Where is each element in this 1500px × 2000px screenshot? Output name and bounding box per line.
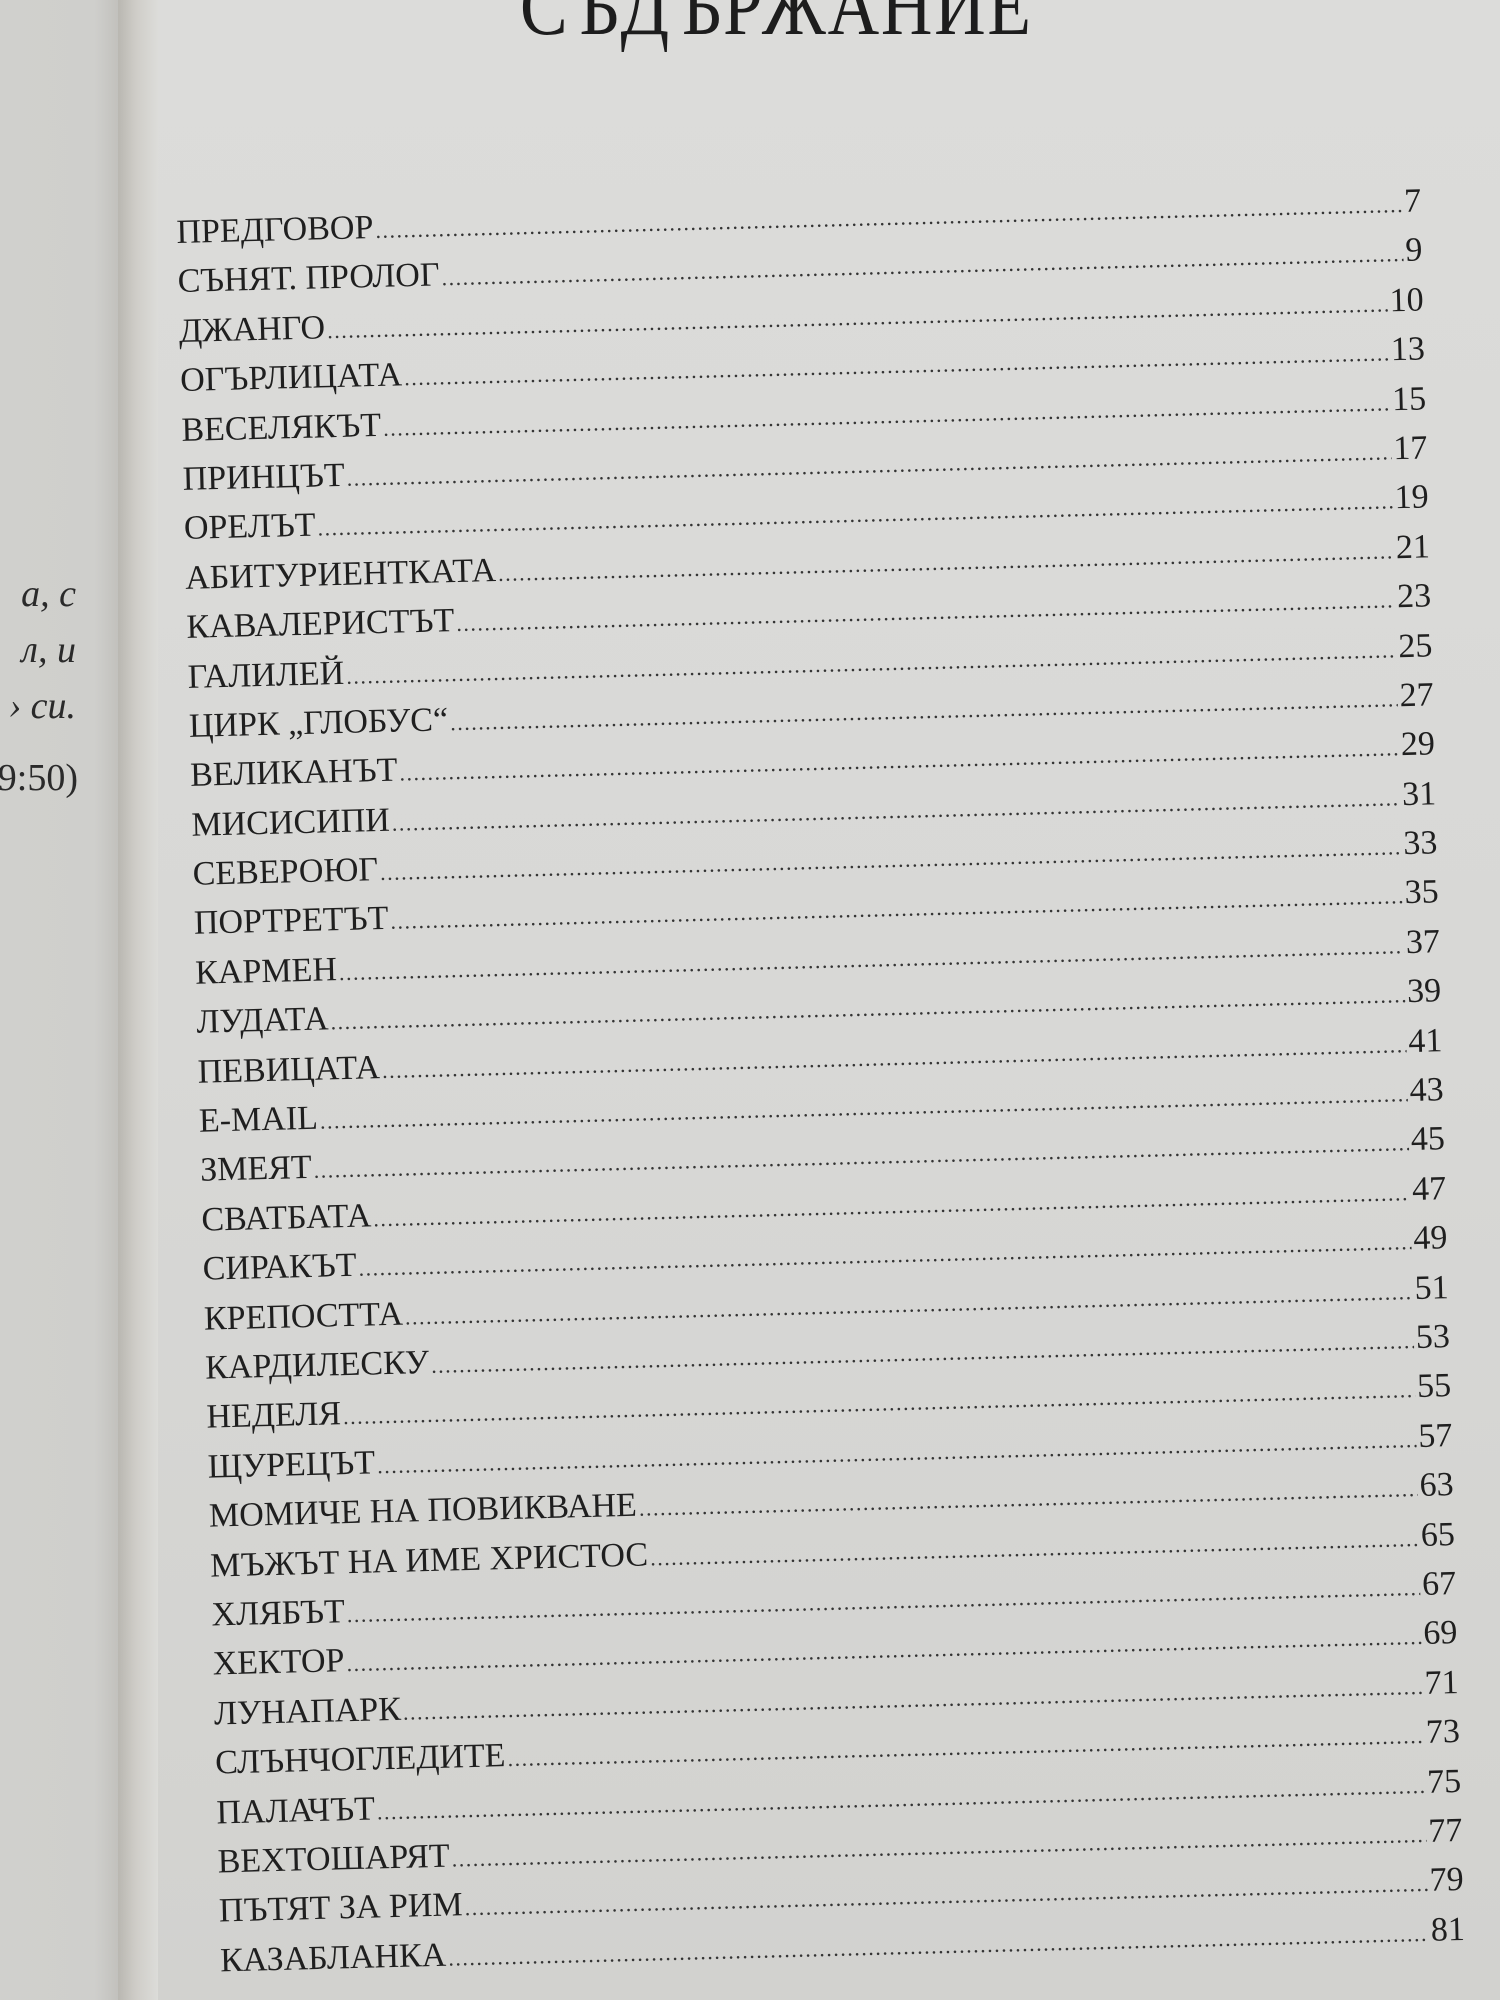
- toc-entry-title: ПЕВИЦАТА: [197, 1048, 381, 1091]
- toc-entry-page-number: 43: [1409, 1071, 1445, 1110]
- toc-entry-title: ПРЕДГОВОР: [176, 209, 374, 251]
- toc-entry-title: ЗМЕЯТ: [199, 1149, 313, 1190]
- toc-entry-page-number: 29: [1400, 725, 1436, 764]
- left-page-text-fragment: л, и: [21, 629, 76, 671]
- toc-entry-page-number: 27: [1399, 676, 1435, 715]
- toc-leader-dots: [639, 1476, 1418, 1522]
- toc-entry-page-number: 63: [1419, 1466, 1455, 1505]
- toc-entry-page-number: 71: [1424, 1663, 1460, 1702]
- toc-entry-title: ПЪТЯТ ЗА РИМ: [218, 1886, 464, 1930]
- toc-entry-title: МИСИСИПИ: [190, 801, 391, 844]
- toc-entry-title: СИРАКЪТ: [202, 1246, 357, 1288]
- book-gutter: [118, 0, 158, 2000]
- toc-entry-page-number: 21: [1395, 528, 1431, 566]
- toc-entry-title: ЦИРК „ГЛОБУС“: [188, 701, 449, 745]
- toc-entry-page-number: 57: [1417, 1416, 1453, 1455]
- toc-entry-page-number: 53: [1415, 1318, 1451, 1356]
- toc-entry-page-number: 31: [1401, 774, 1437, 813]
- toc-entry-page-number: 65: [1420, 1515, 1456, 1554]
- toc-entry-title: ПРИНЦЪТ: [182, 456, 346, 498]
- toc-entry-title: ДЖАНГО: [178, 309, 326, 350]
- toc-entry-title: КАВАЛЕРИСТЪТ: [185, 602, 455, 646]
- toc-entry-page-number: 41: [1407, 1021, 1443, 1060]
- toc-entry-title: КАРМЕН: [194, 951, 338, 992]
- toc-entry-page-number: 77: [1427, 1811, 1463, 1850]
- toc-entry-page-number: 51: [1414, 1268, 1450, 1307]
- toc-entry-page-number: 15: [1391, 379, 1427, 418]
- toc-entry-title: ВЕХТОШАРЯТ: [217, 1837, 451, 1881]
- toc-entry-title: СВАТБАТА: [200, 1197, 372, 1239]
- left-page-text-fragment: › си.: [8, 685, 76, 727]
- toc-entry-page-number: 9: [1404, 231, 1423, 270]
- toc-entry-title: ЛУДАТА: [195, 1000, 329, 1041]
- toc-entry-page-number: 73: [1425, 1713, 1461, 1751]
- toc-entry-page-number: 25: [1397, 626, 1433, 665]
- toc-entry-page-number: 7: [1403, 182, 1422, 220]
- toc-entry-title: ОРЕЛЪТ: [183, 506, 317, 548]
- toc-entry-title: КАЗАБЛАНКА: [219, 1936, 447, 1980]
- toc-entry-page-number: 81: [1430, 1910, 1466, 1949]
- toc-entry-page-number: 10: [1389, 281, 1425, 320]
- toc-entry-title: ПОРТРЕТЪТ: [193, 900, 389, 943]
- toc-entry-page-number: 67: [1421, 1564, 1457, 1603]
- toc-entry-page-number: 49: [1412, 1219, 1448, 1258]
- toc-entry-page-number: 19: [1394, 478, 1430, 517]
- toc-entry-title: КРЕПОСТТА: [203, 1295, 404, 1338]
- toc-entry-page-number: 79: [1429, 1861, 1465, 1900]
- toc-entry-page-number: 17: [1392, 429, 1428, 468]
- toc-entry-title: СЪНЯТ. ПРОЛОГ: [177, 256, 440, 301]
- toc-entry-title: ВЕСЕЛЯКЪТ: [180, 406, 382, 449]
- table-of-contents: ПРЕДГОВОР 7 СЪНЯТ. ПРОЛОГ 9 ДЖАНГО 10 ОГЪРЛИЦА…: [176, 182, 1466, 1991]
- page-title: СЪДЪРЖАНИЕ: [520, 0, 1033, 53]
- toc-entry-title: ЩУРЕЦЪТ: [207, 1444, 376, 1486]
- toc-entry-title: НЕДЕЛЯ: [205, 1395, 342, 1436]
- left-page-verse-reference: 9:50): [0, 757, 78, 799]
- toc-entry-title: ГАЛИЛЕЙ: [187, 654, 345, 696]
- left-page: а, с л, и › си. 9:50): [0, 0, 118, 2000]
- toc-entry-page-number: 23: [1396, 577, 1432, 616]
- toc-entry-page-number: 33: [1402, 824, 1438, 863]
- toc-entry-page-number: 35: [1404, 873, 1440, 912]
- toc-entry-title: ПАЛАЧЪТ: [215, 1789, 376, 1831]
- toc-entry-title: ВЕЛИКАНЪТ: [189, 751, 398, 795]
- toc-entry-title: E-MAIL: [198, 1099, 319, 1140]
- toc-entry-title: ЛУНАПАРК: [213, 1690, 402, 1733]
- toc-entry-page-number: 47: [1411, 1169, 1447, 1208]
- toc-entry-title: ОГЪРЛИЦАТА: [179, 356, 403, 400]
- toc-entry-page-number: 75: [1426, 1762, 1462, 1801]
- toc-entry-title: АБИТУРИЕНТКАТА: [184, 551, 497, 597]
- toc-entry-page-number: 37: [1405, 923, 1441, 961]
- toc-entry-page-number: 45: [1410, 1120, 1446, 1159]
- toc-entry-page-number: 69: [1422, 1614, 1458, 1653]
- toc-entry-page-number: 13: [1390, 330, 1426, 369]
- toc-entry-page-number: 39: [1406, 972, 1442, 1011]
- toc-leader-dots: [650, 1526, 1419, 1571]
- toc-entry-title: КАРДИЛЕСКУ: [204, 1343, 430, 1387]
- toc-entry-page-number: 55: [1416, 1367, 1452, 1406]
- toc-entry-title: ХЕКТОР: [212, 1642, 345, 1683]
- toc-entry-title: СЛЪНЧОГЛЕДИТЕ: [214, 1737, 506, 1782]
- left-page-text-fragment: а, с: [21, 573, 76, 615]
- toc-entry-title: СЕВЕРОЮГ: [192, 851, 379, 893]
- toc-entry-title: ХЛЯБЪТ: [210, 1593, 346, 1634]
